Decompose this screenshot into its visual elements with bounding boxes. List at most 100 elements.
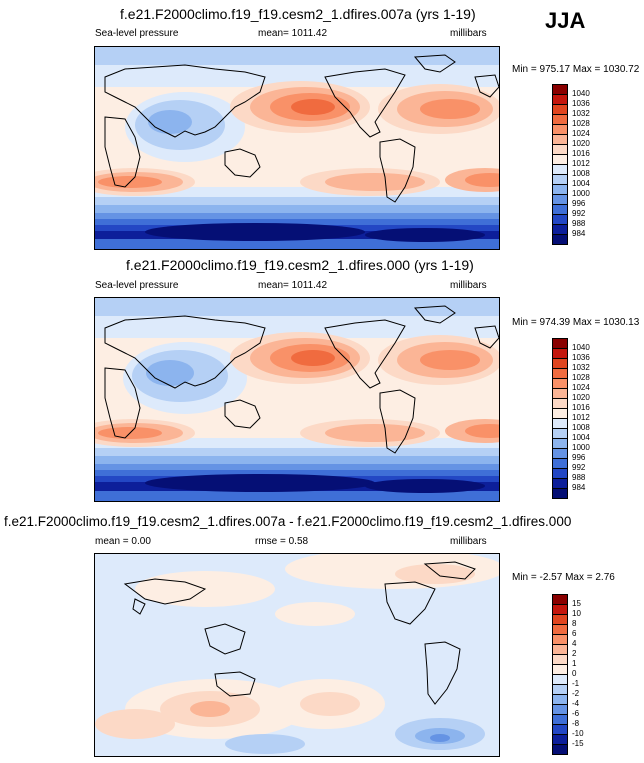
colorbar-tick-label: 1: [572, 659, 577, 668]
southern-trough-core-2: [365, 479, 485, 493]
colorbar-tick-label: 1024: [572, 129, 590, 138]
colorbar-tick-label: 996: [572, 199, 586, 208]
colorbar-tick-label: 10: [572, 609, 581, 618]
colorbar-tick-label: 1028: [572, 373, 590, 382]
colorbar-swatch: [552, 234, 568, 245]
satl-high-core: [465, 424, 499, 438]
colorbar-tick-label: 988: [572, 473, 586, 482]
panel-2-map-svg: [95, 298, 499, 501]
colorbar-tick-label: 1012: [572, 413, 590, 422]
colorbar-tick-label: 2: [572, 649, 577, 658]
arctic-band-2: [95, 47, 499, 65]
coastlines: [104, 54, 499, 203]
colorbar-tick-label: 0: [572, 669, 577, 678]
azores-high-core: [420, 99, 480, 119]
diff-sio-pos-core: [190, 701, 230, 717]
npac-high-core: [291, 350, 335, 366]
diff-npac-pos: [275, 602, 355, 626]
panel-2-mean-label: mean= 1011.42: [258, 280, 328, 291]
npac-high-core: [291, 99, 335, 115]
colorbar-tick-label: 1036: [572, 353, 590, 362]
colorbar-tick-label: 988: [572, 219, 586, 228]
colorbar-tick-label: 1040: [572, 89, 590, 98]
panel-3-rmse-label: rmse = 0.58: [255, 536, 309, 547]
antarctic-edge: [95, 239, 499, 249]
spac-high-2: [325, 173, 425, 191]
southern-trough-core: [145, 474, 375, 492]
satl-high-core: [465, 173, 499, 187]
diff-spac-pos-2: [300, 692, 360, 716]
panel-1-map-svg: [95, 47, 499, 249]
panel-1-colorbar: 1040 1036 1032 1028 1024 1020 1016 1012 1008 1004…: [552, 84, 612, 245]
panel-3-minmax-label: Min = -2.57 Max = 2.76: [512, 572, 615, 583]
panel-2-colorbar: 1040 1036 1032 1028 1024 1020 1016 1012 1008 1004…: [552, 338, 612, 499]
panel-2-minmax-label: Min = 974.39 Max = 1030.13: [512, 317, 640, 328]
colorbar-tick-label: 8: [572, 619, 577, 628]
antarctic-edge: [95, 491, 499, 501]
panel-1-variable-label: Sea-level pressure: [95, 28, 179, 39]
panel-2-title: f.e21.F2000climo.f19_f19.cesm2_1.dfires.…: [126, 257, 474, 273]
colorbar-tick-label: 996: [572, 453, 586, 462]
diff-arctic-pos-core: [395, 564, 475, 584]
colorbar-tick-label: -8: [572, 719, 580, 728]
colorbar-tick-label: 984: [572, 483, 586, 492]
colorbar-tick-label: 1016: [572, 149, 590, 158]
colorbar-swatch: [552, 488, 568, 499]
colorbar-tick-label: 4: [572, 639, 577, 648]
colorbar-tick-label: 984: [572, 229, 586, 238]
diff-satl-pos: [95, 709, 175, 739]
diff-satl-neg-core: [430, 734, 450, 742]
colorbar-tick-label: 6: [572, 629, 577, 638]
arctic-band-2: [95, 298, 499, 316]
colorbar-tick-label: 1020: [572, 139, 590, 148]
panel-3-map-svg: [95, 554, 499, 756]
southern-trough-core-2: [365, 228, 485, 242]
colorbar-tick-label: 1012: [572, 159, 590, 168]
colorbar-swatch: [552, 744, 568, 755]
colorbar-tick-label: -1: [572, 679, 580, 688]
azores-high-core: [420, 350, 480, 370]
colorbar-tick-label: 1036: [572, 99, 590, 108]
asian-monsoon-low-core: [146, 360, 194, 386]
panel-1-title: f.e21.F2000climo.f19_f19.cesm2_1.dfires.…: [120, 6, 476, 22]
colorbar-tick-label: 1020: [572, 393, 590, 402]
colorbar-tick-label: -10: [572, 729, 584, 738]
colorbar-tick-label: 1040: [572, 343, 590, 352]
diff-spac-neg: [225, 734, 305, 754]
colorbar-tick-label: 1004: [572, 433, 590, 442]
colorbar-tick-label: 1008: [572, 169, 590, 178]
panel-3-title: f.e21.F2000climo.f19_f19.cesm2_1.dfires.…: [4, 514, 572, 529]
panel-1-mean-label: mean= 1011.42: [258, 28, 328, 39]
colorbar-tick-label: 1008: [572, 423, 590, 432]
panel-3-map: [94, 553, 500, 757]
panel-2-map: [94, 297, 500, 502]
colorbar-tick-label: 1032: [572, 109, 590, 118]
colorbar-tick-label: 1004: [572, 179, 590, 188]
season-label: JJA: [545, 8, 586, 33]
spac-high-2: [325, 424, 425, 442]
colorbar-tick-label: 1028: [572, 119, 590, 128]
panel-3-units-label: millibars: [450, 536, 487, 547]
colorbar-tick-label: -4: [572, 699, 580, 708]
colorbar-tick-label: 1000: [572, 443, 590, 452]
panel-2-units-label: millibars: [450, 280, 487, 291]
colorbar-tick-label: 992: [572, 463, 586, 472]
colorbar-tick-label: 15: [572, 599, 581, 608]
panel-3-colorbar: 15 10 8 6 4 2 1 0 -1 -2 -4 -6 -8 -10 -15: [552, 594, 612, 755]
asian-monsoon-low-core: [148, 110, 192, 134]
colorbar-tick-label: 1032: [572, 363, 590, 372]
colorbar-tick-label: 1024: [572, 383, 590, 392]
panel-2-variable-label: Sea-level pressure: [95, 280, 179, 291]
coastlines: [104, 305, 499, 454]
panel-3-mean-label: mean = 0.00: [95, 536, 151, 547]
colorbar-tick-label: -6: [572, 709, 580, 718]
colorbar-tick-label: 992: [572, 209, 586, 218]
coastlines: [123, 561, 476, 705]
panel-1-units-label: millibars: [450, 28, 487, 39]
colorbar-tick-label: 1000: [572, 189, 590, 198]
colorbar-tick-label: -2: [572, 689, 580, 698]
panel-1-minmax-label: Min = 975.17 Max = 1030.72: [512, 64, 640, 75]
colorbar-tick-label: -15: [572, 739, 584, 748]
southern-trough-core: [145, 223, 365, 241]
colorbar-tick-label: 1016: [572, 403, 590, 412]
